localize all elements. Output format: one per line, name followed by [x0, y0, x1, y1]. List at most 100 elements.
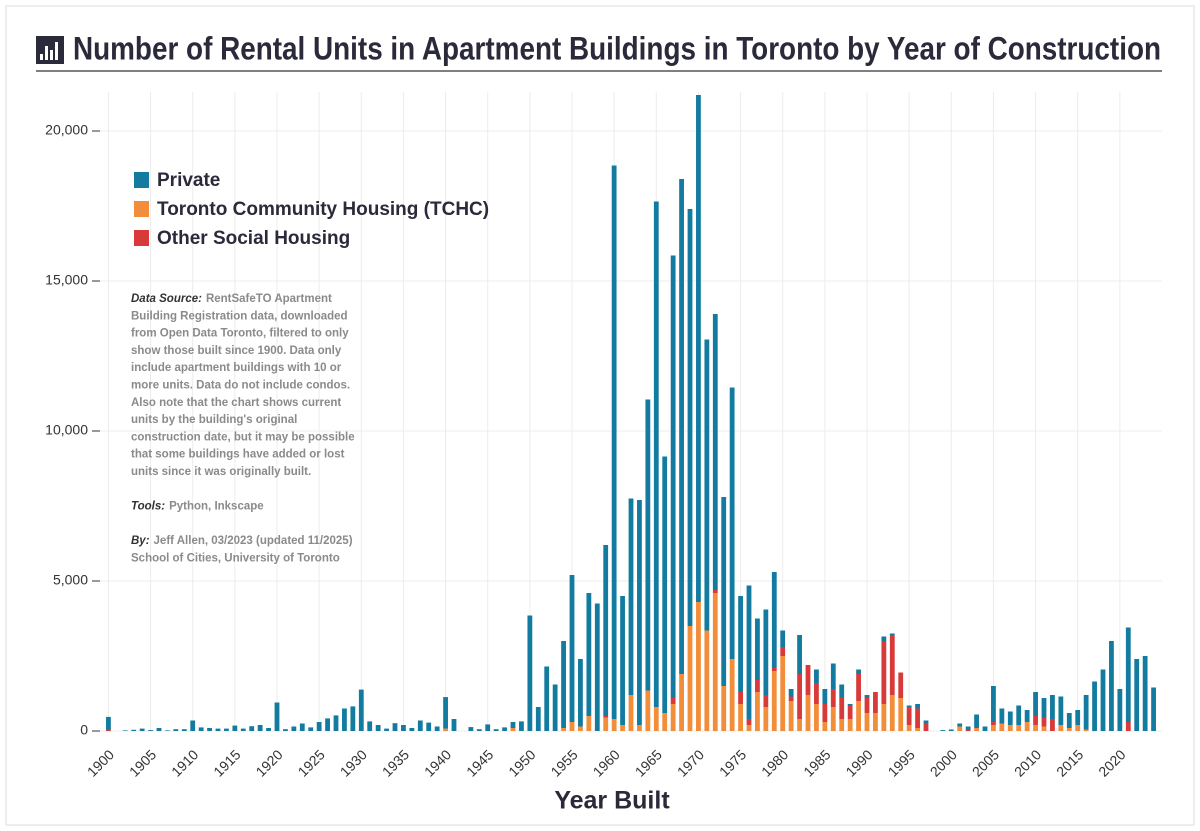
bar-segment: [645, 690, 651, 731]
legend-swatch: [134, 172, 149, 188]
bar-segment: [207, 728, 212, 731]
bar-segment: [889, 633, 895, 635]
bar-segment: [797, 635, 802, 674]
bar-segment: [873, 692, 878, 713]
note-text: show those built since 1900. Data only: [131, 345, 342, 357]
bar-segment: [948, 729, 954, 731]
bar-segment: [409, 728, 415, 731]
bar-segment: [738, 692, 743, 704]
bar-segment: [561, 728, 566, 731]
bar-segment: [755, 692, 760, 731]
bar-segment: [325, 718, 330, 731]
bar-segment: [401, 725, 406, 731]
x-tick-label: 1935: [379, 746, 412, 779]
bar-segment: [645, 399, 651, 691]
x-tick-label: 1905: [126, 746, 159, 779]
bar-segment: [712, 590, 718, 593]
bar-segment: [974, 728, 979, 731]
bar-segment: [696, 95, 701, 602]
bar-segment: [308, 727, 314, 731]
bar-segment: [586, 716, 592, 731]
bar-segment: [721, 497, 727, 686]
note-text: more units. Data do not include condos.: [131, 380, 350, 392]
bar-segment: [788, 689, 794, 697]
bar-segment: [982, 726, 988, 731]
bar-segment: [375, 725, 381, 731]
note-text: Also note that the chart shows current: [131, 397, 341, 409]
bar-segment: [190, 720, 196, 731]
bar-segment: [755, 680, 760, 692]
bar-segment: [763, 707, 769, 731]
bar-segment: [822, 689, 828, 704]
bar-segment: [788, 696, 794, 701]
bar-segment: [830, 707, 836, 731]
bar-segment: [106, 729, 111, 731]
note-text: construction date, but it may be possibl…: [131, 431, 355, 443]
bar-segment: [299, 723, 305, 731]
bar-segment: [1066, 728, 1072, 731]
legend-swatch: [134, 230, 149, 246]
bar-segment: [662, 713, 668, 731]
bar-segment: [502, 727, 507, 731]
bar-segment: [148, 730, 153, 731]
note-label: Data Source:: [131, 293, 202, 305]
note-text: that some buildings have added or lost: [131, 449, 345, 461]
bar-segment: [350, 706, 356, 731]
bar-segment: [915, 728, 920, 731]
x-tick-label: 1900: [84, 746, 117, 779]
bar-segment: [679, 674, 684, 731]
bar-segment: [392, 723, 398, 731]
bar-segment: [771, 671, 777, 731]
bar-segment: [510, 728, 516, 731]
x-tick-label: 1960: [590, 746, 623, 779]
bar-segment: [552, 684, 558, 731]
bar-segment: [889, 695, 895, 731]
bar-segment: [342, 708, 347, 731]
bar-segment: [173, 729, 179, 731]
bar-segment: [965, 726, 971, 730]
bar-segment: [1033, 692, 1038, 716]
x-tick-label: 2010: [1011, 746, 1044, 779]
bar-segment: [1007, 711, 1013, 725]
bar-segment: [957, 726, 963, 731]
bar-segment: [712, 314, 718, 590]
bar-segment: [603, 545, 609, 716]
note-text: RentSafeTO Apartment: [206, 293, 332, 305]
bar-segment: [847, 705, 853, 719]
bar-segment: [283, 729, 288, 731]
bar-segment: [240, 728, 246, 731]
x-tick-label: 1915: [210, 746, 243, 779]
y-tick-label: 10,000: [45, 422, 88, 438]
bar-segment: [923, 723, 929, 731]
bar-segment: [1117, 689, 1123, 731]
bar-segment: [771, 572, 777, 668]
bar-segment: [712, 593, 718, 731]
bar-segment: [881, 704, 887, 731]
x-tick-label: 1920: [252, 746, 285, 779]
bar-segment: [957, 723, 963, 727]
bar-segment: [1125, 627, 1131, 722]
note-text: from Open Data Toronto, filtered to only: [131, 328, 349, 340]
bar-segment: [417, 720, 423, 731]
note-text: units since it was originally built.: [131, 466, 311, 478]
bar-segment: [274, 702, 280, 731]
bar-segment: [620, 596, 625, 725]
y-tick-label: 0: [80, 722, 88, 738]
x-tick-label: 1955: [547, 746, 580, 779]
bar-segment: [839, 719, 845, 731]
bar-segment: [561, 641, 566, 728]
bar-segment: [670, 704, 676, 731]
note: Tools: Python, Inkscape: [131, 501, 264, 513]
bar-segment: [569, 722, 575, 731]
bar-segment: [856, 674, 861, 701]
bar-segment: [856, 701, 861, 731]
y-tick-label: 20,000: [45, 122, 88, 138]
bar-segment: [620, 725, 625, 731]
x-tick-label: 1925: [295, 746, 328, 779]
bar-segment: [746, 725, 752, 731]
bar-segment: [898, 698, 904, 731]
x-tick-label: 1975: [716, 746, 749, 779]
bar-segment: [586, 593, 592, 716]
bar-segment: [670, 698, 676, 704]
bar-segment: [847, 704, 853, 706]
